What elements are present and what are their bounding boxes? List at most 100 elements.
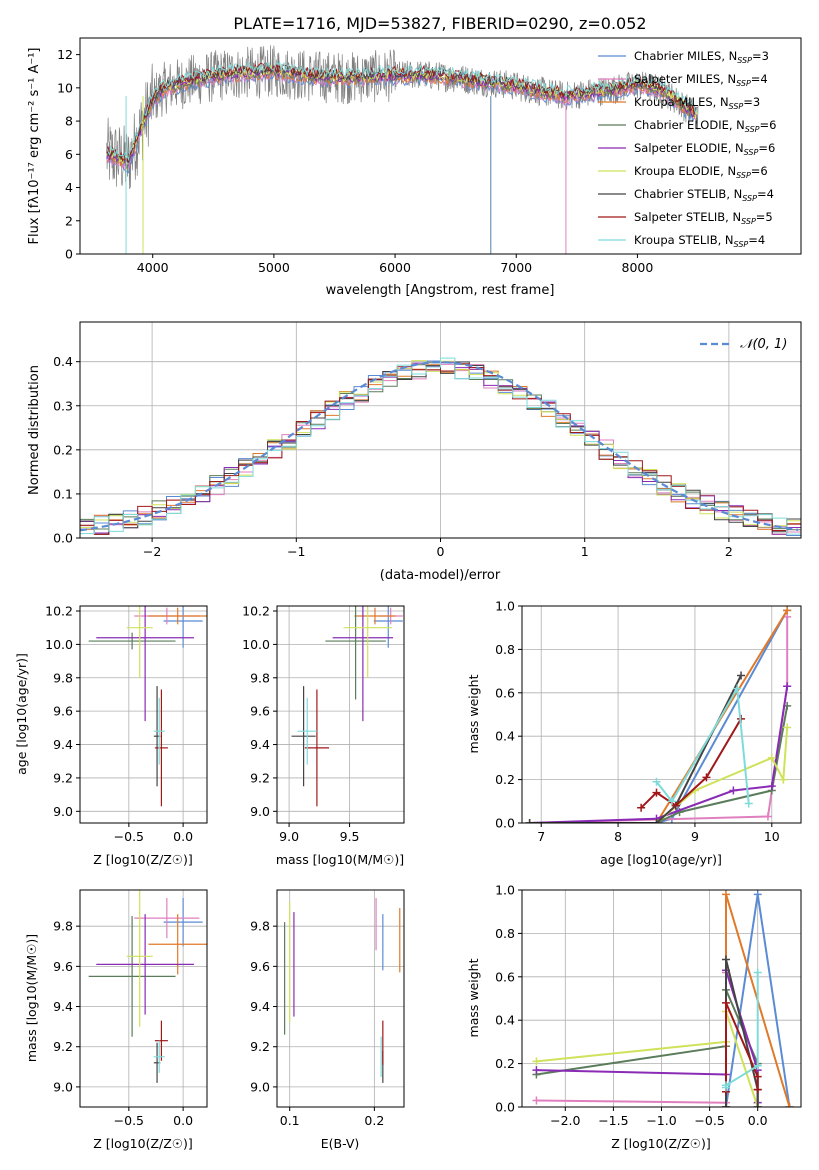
y-tick-label: 0.4 [495, 729, 515, 744]
y-tick-label: 0 [65, 247, 73, 262]
observed-spectrum [106, 45, 699, 190]
y-tick-label: 0.2 [53, 442, 73, 457]
y-tick-label: 0.0 [495, 816, 515, 831]
x-tick-label: −0.5 [694, 1113, 724, 1128]
legend-label: Chabrier STELIB, NSSP=4 [634, 187, 774, 203]
panel-residual-distribution: −2 −1 0 1 2 0.0 0.1 0.2 0.3 0.4 𝒩(0, 1) (data-model… [27, 321, 802, 583]
y-tick-label: 1.0 [495, 883, 515, 898]
y-tick-label: 9.4 [53, 737, 73, 752]
legend-label: Kroupa STELIB, NSSP=4 [634, 233, 765, 249]
x-axis-label: E(B-V) [321, 1136, 360, 1151]
y-tick-label: 0.2 [495, 772, 515, 787]
y-tick-label: 9.0 [53, 1079, 73, 1094]
weight-marker [783, 606, 792, 615]
x-axis-label: mass [log10(M/M☉)] [276, 852, 404, 867]
plot-area [291, 606, 403, 807]
y-axis-label: Normed distribution [27, 365, 42, 495]
model-spectrum-8 [106, 60, 698, 162]
x-tick-label: −1.5 [598, 1113, 628, 1128]
model-spectrum-3 [106, 66, 698, 169]
weight-marker [737, 671, 746, 680]
panel-age-vs-mass: 9.0 9.5 9.0 9.2 9.4 9.6 9.8 10.0 10.2 mass [log10… [242, 604, 405, 867]
legend-label: Chabrier MILES, NSSP=3 [634, 49, 769, 65]
weight-marker [733, 684, 742, 693]
x-tick-label: 0.0 [748, 1113, 768, 1128]
axes-frame [79, 605, 208, 824]
weight-line-1 [536, 972, 727, 1104]
weight-marker [525, 819, 534, 823]
weight-marker [702, 773, 711, 782]
x-tick-label: 6000 [379, 260, 411, 275]
x-tick-label: 5000 [258, 260, 290, 275]
weight-marker [729, 786, 738, 795]
x-tick-label: 0.1 [280, 1113, 300, 1128]
legend-label: Salpeter MILES, NSSP=4 [634, 72, 768, 88]
y-axis-label: Flux [fλ10⁻¹⁷ erg cm⁻² s⁻¹ A⁻¹] [27, 48, 42, 245]
y-tick-label: 9.6 [53, 959, 73, 974]
x-tick-label: 7 [537, 829, 545, 844]
y-tick-label: 0.2 [495, 1056, 515, 1071]
y-tick-label: 0.4 [495, 1013, 515, 1028]
y-tick-label: 10.2 [242, 604, 270, 619]
legend-label: Salpeter ELODIE, NSSP=6 [634, 141, 775, 157]
x-tick-label: 8 [614, 829, 622, 844]
weight-marker [767, 782, 776, 791]
y-tick-label: 9.8 [250, 670, 270, 685]
x-axis-label: Z [log10(Z/Z☉)] [611, 1136, 711, 1151]
plot-area [88, 890, 207, 1083]
panel-mass-vs-EBV: 0.1 0.2 9.0 9.2 9.4 9.6 9.8 E(B-V) [250, 889, 405, 1151]
y-axis-label: mass weight [466, 958, 481, 1037]
weight-marker [671, 801, 680, 810]
weight-marker [652, 777, 661, 786]
weight-marker [532, 1096, 541, 1105]
weight-line-2 [529, 609, 789, 823]
y-tick-label: 10 [57, 80, 73, 95]
y-tick-label: 9.0 [250, 1079, 270, 1094]
x-tick-label: 1 [581, 544, 589, 559]
weight-marker [637, 803, 646, 812]
weight-marker [667, 797, 676, 806]
weight-marker [721, 1103, 730, 1107]
x-tick-label: 4000 [137, 260, 169, 275]
y-tick-label: 1.0 [495, 599, 515, 614]
x-tick-label: −1 [287, 544, 305, 559]
y-tick-label: 10.0 [45, 637, 73, 652]
weight-line-3 [536, 989, 759, 1107]
y-tick-label: 9.4 [250, 999, 270, 1014]
y-tick-label: 9.6 [250, 959, 270, 974]
axes-frame [79, 889, 208, 1108]
y-tick-label: 8 [65, 114, 73, 129]
y-axis-label: age [log10(age/yr)] [14, 653, 29, 775]
weight-line-8 [655, 685, 750, 804]
x-axis-label: Z [log10(Z/Z☉)] [93, 1136, 193, 1151]
x-tick-label: −1.0 [646, 1113, 676, 1128]
weight-marker [652, 819, 661, 823]
y-tick-label: 10.0 [242, 637, 270, 652]
y-axis-label: mass weight [466, 674, 481, 753]
y-tick-label: 12 [57, 47, 73, 62]
histogram-8 [80, 357, 801, 535]
x-tick-label: 7000 [500, 260, 532, 275]
y-tick-label: 0.3 [53, 398, 73, 413]
x-tick-label: 9.5 [340, 829, 360, 844]
y-tick-label: 9.4 [53, 999, 73, 1014]
x-tick-label: 0 [437, 544, 445, 559]
weight-marker [785, 1103, 794, 1107]
panel-mass-weight-vs-age: 7 8 9 10 0.0 0.2 0.4 0.6 0.8 1.0 age [log10(age/yr… [466, 599, 802, 867]
weight-marker [753, 1072, 762, 1081]
x-tick-label: 2 [725, 544, 733, 559]
y-tick-label: 9.2 [250, 1039, 270, 1054]
weight-marker [763, 812, 772, 821]
y-tick-label: 4 [65, 180, 73, 195]
y-tick-label: 0.8 [495, 642, 515, 657]
y-tick-label: 0.4 [53, 354, 73, 369]
y-tick-label: 0.8 [495, 926, 515, 941]
x-axis-label: Z [log10(Z/Z☉)] [93, 852, 193, 867]
legend: Chabrier MILES, NSSP=3 Salpeter MILES, NS… [598, 49, 776, 249]
y-tick-label: 9.0 [250, 804, 270, 819]
y-tick-label: 9.8 [53, 670, 73, 685]
plot-area [88, 606, 207, 807]
y-tick-label: 9.2 [53, 770, 73, 785]
x-tick-label: 9 [691, 829, 699, 844]
x-tick-label: 0.0 [173, 829, 193, 844]
